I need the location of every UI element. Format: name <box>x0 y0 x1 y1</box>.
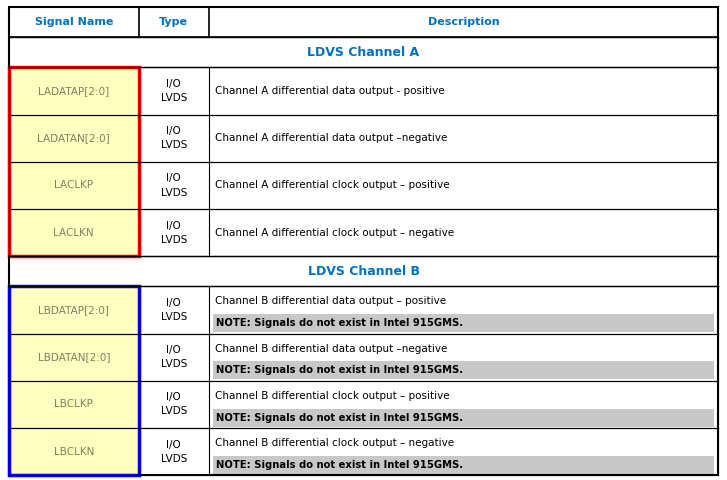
Text: I/O: I/O <box>166 221 181 230</box>
Bar <box>139 381 209 428</box>
Text: Channel B differential clock output – positive: Channel B differential clock output – po… <box>214 391 449 401</box>
Text: LVDS: LVDS <box>161 312 187 322</box>
Text: I/O: I/O <box>166 392 181 402</box>
Bar <box>139 162 209 209</box>
Bar <box>9 287 139 475</box>
Bar <box>9 115 139 162</box>
Bar <box>9 68 139 115</box>
Bar <box>209 334 718 381</box>
Text: LVDS: LVDS <box>161 93 187 103</box>
Text: Channel A differential clock output – negative: Channel A differential clock output – ne… <box>214 228 454 238</box>
Text: Channel A differential data output –negative: Channel A differential data output –nega… <box>214 133 447 143</box>
Text: LBCLKN: LBCLKN <box>54 446 94 456</box>
Text: LVDS: LVDS <box>161 407 187 417</box>
Bar <box>209 7 718 37</box>
Text: I/O: I/O <box>166 173 181 183</box>
Text: LACLKP: LACLKP <box>55 180 93 191</box>
Text: NOTE: Signals do not exist in Intel 915GMS.: NOTE: Signals do not exist in Intel 915G… <box>216 460 463 470</box>
Text: LVDS: LVDS <box>161 235 187 245</box>
Text: I/O: I/O <box>166 345 181 355</box>
Bar <box>209 428 718 475</box>
Bar <box>209 115 718 162</box>
Text: Description: Description <box>427 17 499 27</box>
Bar <box>9 287 139 334</box>
Text: NOTE: Signals do not exist in Intel 915GMS.: NOTE: Signals do not exist in Intel 915G… <box>216 318 463 328</box>
Bar <box>209 287 718 334</box>
Text: I/O: I/O <box>166 79 181 89</box>
Bar <box>139 428 209 475</box>
Bar <box>9 209 139 256</box>
Text: LVDS: LVDS <box>161 188 187 198</box>
Bar <box>213 408 714 427</box>
Bar <box>9 68 139 256</box>
Text: I/O: I/O <box>166 126 181 136</box>
Bar <box>139 334 209 381</box>
Text: LADATAP[2:0]: LADATAP[2:0] <box>38 86 109 96</box>
Text: LBDATAP[2:0]: LBDATAP[2:0] <box>39 305 109 315</box>
Text: Channel A differential data output - positive: Channel A differential data output - pos… <box>214 86 444 96</box>
Bar <box>213 456 714 474</box>
Text: Type: Type <box>159 17 188 27</box>
Bar <box>209 162 718 209</box>
Bar <box>139 7 209 37</box>
Bar <box>213 361 714 379</box>
Text: Channel B differential data output – positive: Channel B differential data output – pos… <box>214 297 446 307</box>
Bar <box>209 381 718 428</box>
Text: Channel A differential clock output – positive: Channel A differential clock output – po… <box>214 180 449 191</box>
Text: LDVS Channel A: LDVS Channel A <box>308 46 419 59</box>
Bar <box>209 68 718 115</box>
Text: NOTE: Signals do not exist in Intel 915GMS.: NOTE: Signals do not exist in Intel 915G… <box>216 413 463 422</box>
Bar <box>213 314 714 332</box>
Text: I/O: I/O <box>166 440 181 449</box>
Bar <box>9 334 139 381</box>
Bar <box>139 287 209 334</box>
Bar <box>209 209 718 256</box>
Bar <box>9 7 139 37</box>
Bar <box>9 428 139 475</box>
Text: LADATAN[2:0]: LADATAN[2:0] <box>37 133 111 143</box>
Text: LACLKN: LACLKN <box>54 228 94 238</box>
Text: NOTE: Signals do not exist in Intel 915GMS.: NOTE: Signals do not exist in Intel 915G… <box>216 365 463 375</box>
Text: LVDS: LVDS <box>161 140 187 150</box>
Text: Signal Name: Signal Name <box>35 17 113 27</box>
Text: I/O: I/O <box>166 298 181 308</box>
Bar <box>9 37 718 68</box>
Bar <box>139 209 209 256</box>
Bar <box>139 115 209 162</box>
Bar <box>9 162 139 209</box>
Text: Channel B differential clock output – negative: Channel B differential clock output – ne… <box>214 438 454 448</box>
Text: LBCLKP: LBCLKP <box>55 399 93 409</box>
Bar <box>139 68 209 115</box>
Text: LBDATAN[2:0]: LBDATAN[2:0] <box>38 352 110 362</box>
Text: LDVS Channel B: LDVS Channel B <box>308 265 419 278</box>
Bar <box>9 381 139 428</box>
Text: LVDS: LVDS <box>161 359 187 369</box>
Text: LVDS: LVDS <box>161 454 187 464</box>
Bar <box>9 256 718 287</box>
Text: Channel B differential data output –negative: Channel B differential data output –nega… <box>214 344 447 354</box>
